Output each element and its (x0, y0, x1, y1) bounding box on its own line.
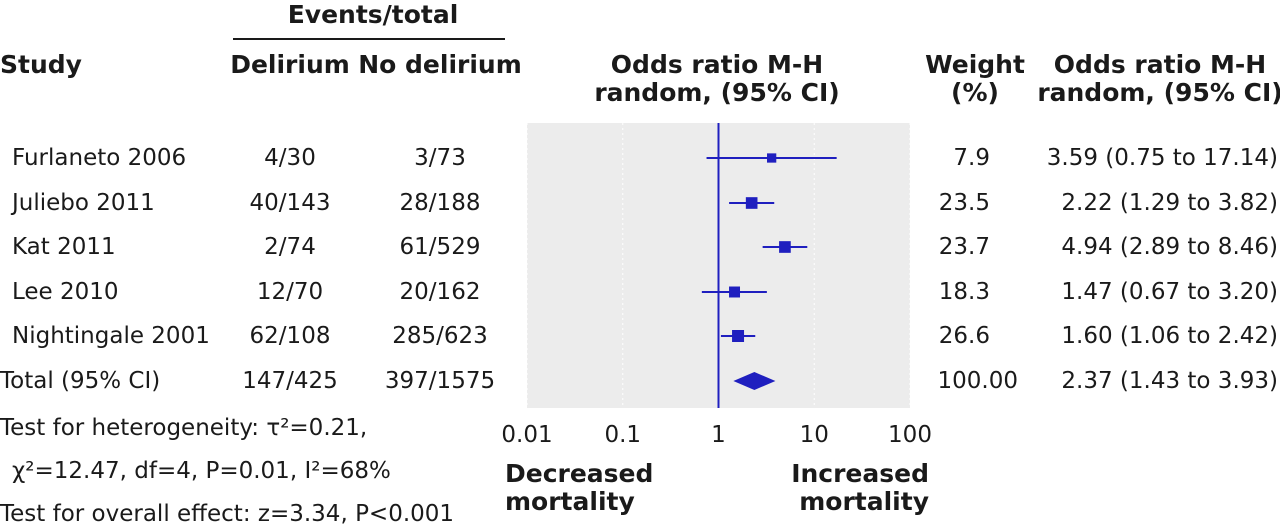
delirium-events: 2/74 (264, 234, 316, 260)
x-tick-label: 10 (800, 422, 829, 448)
x-tick-label: 1 (711, 422, 726, 448)
increased-mortality-line2: mortality (799, 487, 929, 516)
no-delirium-events: 28/188 (399, 190, 481, 216)
point-estimate-marker (745, 197, 758, 209)
delirium-events: 12/70 (256, 279, 324, 305)
heterogeneity-test-line1: Test for heterogeneity: τ²=0.21, (0, 415, 368, 441)
x-tick-label: 0.1 (604, 422, 641, 448)
study-weight: 23.5 (938, 190, 990, 216)
study-name: Juliebo 2011 (12, 190, 155, 216)
study-name: Lee 2010 (12, 279, 119, 305)
weight-header-line1: Weight (925, 50, 1025, 79)
decreased-mortality-line1: Decreased (505, 459, 654, 488)
study-weight: 18.3 (938, 279, 990, 305)
no-delirium-events: 20/162 (399, 279, 481, 305)
point-estimate-marker (779, 241, 791, 253)
study-name: Nightingale 2001 (12, 323, 210, 349)
study-or-ci: 3.59 (0.75 to 17.14) (1046, 145, 1278, 171)
events-total-underline (233, 38, 505, 40)
study-weight: 26.6 (938, 323, 990, 349)
total-or-ci: 2.37 (1.43 to 3.93) (1061, 368, 1278, 394)
study-or-ci: 2.22 (1.29 to 3.82) (1061, 190, 1278, 216)
study-or-ci: 1.47 (0.67 to 3.20) (1061, 279, 1278, 305)
study-weight: 7.9 (953, 145, 990, 171)
study-header: Study (0, 50, 82, 79)
study-or-ci: 4.94 (2.89 to 8.46) (1061, 234, 1278, 260)
delirium-events: 62/108 (249, 323, 331, 349)
odds-ratio-header-line2: random, (95% CI) (594, 78, 840, 107)
delirium-events: 4/30 (264, 145, 316, 171)
no-delirium-events: 3/73 (414, 145, 466, 171)
weight-header-line2: (%) (951, 78, 999, 107)
odds-ratio-right-header-line1: Odds ratio M-H (1053, 50, 1267, 79)
point-estimate-marker (732, 330, 745, 342)
delirium-events: 40/143 (249, 190, 331, 216)
no-delirium-events: 61/529 (399, 234, 481, 260)
heterogeneity-test-line2: χ²=12.47, df=4, P=0.01, I²=68% (12, 458, 391, 484)
total-weight: 100.00 (937, 368, 1018, 394)
total-no-delirium-events: 397/1575 (384, 368, 496, 394)
total-delirium-events: 147/425 (242, 368, 338, 394)
pooled-estimate-diamond (733, 372, 776, 390)
x-tick-label: 100 (888, 422, 932, 448)
odds-ratio-header-line1: Odds ratio M-H (610, 50, 824, 79)
no-delirium-events: 285/623 (392, 323, 488, 349)
delirium-header: Delirium (230, 50, 350, 79)
study-or-ci: 1.60 (1.06 to 2.42) (1061, 323, 1278, 349)
x-tick-label: 0.01 (501, 422, 552, 448)
total-label: Total (95% CI) (0, 368, 161, 394)
no-delirium-header: No delirium (358, 50, 522, 79)
decreased-mortality-line2: mortality (505, 487, 635, 516)
point-estimate-marker (729, 286, 741, 298)
odds-ratio-right-header-line2: random, (95% CI) (1037, 78, 1280, 107)
study-name: Kat 2011 (12, 234, 116, 260)
point-estimate-marker (767, 153, 777, 163)
study-name: Furlaneto 2006 (12, 145, 187, 171)
study-weight: 23.7 (938, 234, 990, 260)
events-total-header: Events/total (287, 0, 459, 29)
increased-mortality-line1: Increased (791, 459, 929, 488)
overall-effect-test: Test for overall effect: z=3.34, P<0.001 (0, 501, 455, 527)
